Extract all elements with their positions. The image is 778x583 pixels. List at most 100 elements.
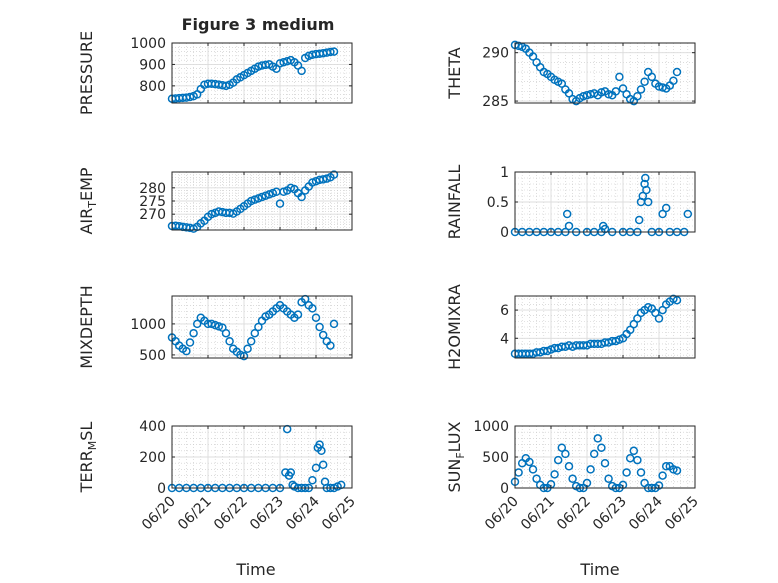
y-axis-label: THETA — [445, 47, 464, 99]
data-point — [633, 91, 642, 101]
axes-box — [171, 295, 353, 359]
data-point — [564, 462, 574, 471]
data-point — [641, 173, 650, 183]
data-point — [528, 52, 538, 61]
data-point — [221, 328, 231, 338]
data-point — [672, 295, 682, 305]
data-point — [661, 203, 671, 213]
panel-theta: 285 290 THETA — [445, 40, 696, 110]
y-tick-label: 0.5 — [487, 195, 509, 211]
data-point — [672, 67, 682, 77]
data-point — [654, 314, 664, 323]
data-point — [297, 66, 306, 76]
data-point — [661, 462, 671, 471]
y-tick-label: 280 — [139, 181, 166, 197]
data-point — [672, 466, 682, 475]
data-point — [311, 463, 321, 473]
data-point — [622, 468, 631, 477]
data-point — [275, 59, 285, 68]
data-point — [636, 85, 646, 94]
y-tick-label: 800 — [139, 79, 166, 95]
data-point — [210, 320, 220, 330]
data-point — [654, 481, 664, 490]
data-point — [329, 170, 339, 179]
y-tick-label: 275 — [139, 194, 166, 210]
data-point — [286, 468, 296, 477]
data-point — [553, 455, 563, 465]
data-point — [550, 470, 559, 479]
data-point — [318, 175, 328, 184]
data-point — [185, 338, 195, 347]
data-point — [669, 76, 678, 85]
major-grid — [515, 172, 695, 232]
y-tick-label: 285 — [482, 94, 509, 110]
panel-pressure: 800 900 1000 PRESSURE — [77, 31, 353, 115]
data-point — [633, 455, 642, 465]
y-tick-label: 0 — [157, 481, 166, 497]
panel-mixdepth: 500 1000 MIXDEPTH — [77, 285, 353, 369]
data-point — [293, 310, 303, 319]
axes-box — [514, 42, 696, 104]
data-point — [593, 434, 603, 443]
data-point — [600, 458, 610, 468]
data-point — [604, 90, 613, 99]
data-point — [658, 471, 667, 480]
data-point — [254, 322, 263, 332]
data-point — [326, 47, 335, 57]
data-point — [642, 185, 651, 195]
y-tick-label: 1000 — [473, 419, 509, 435]
data-point — [643, 197, 653, 207]
data-point — [243, 344, 252, 353]
data-point — [326, 341, 335, 350]
data-point — [638, 191, 648, 201]
data-point — [239, 351, 249, 361]
y-axis-label: H2OMIXRA — [445, 284, 464, 370]
y-tick-label: 200 — [139, 450, 166, 466]
data-points — [510, 40, 682, 106]
y-tick-label: 1000 — [130, 36, 166, 52]
data-point — [615, 72, 624, 82]
data-point — [275, 199, 285, 208]
y-tick-label: 0 — [500, 481, 509, 497]
data-points — [510, 294, 682, 359]
data-point — [329, 319, 339, 329]
data-point — [311, 313, 321, 322]
data-point — [611, 87, 621, 96]
x-axis-label-right: Time — [579, 560, 619, 579]
data-points — [167, 294, 339, 361]
data-point — [629, 446, 639, 456]
y-tick-label: 900 — [139, 57, 166, 73]
y-axis-label: TERRMSL — [77, 422, 99, 494]
data-point — [634, 215, 644, 225]
data-point — [618, 84, 628, 93]
y-tick-label: 1000 — [130, 317, 166, 333]
data-point — [532, 474, 541, 483]
data-point — [318, 330, 328, 340]
y-tick-label: 6 — [500, 303, 509, 319]
data-point — [250, 328, 260, 338]
data-points — [167, 170, 339, 233]
data-point — [564, 221, 574, 231]
data-point — [221, 81, 231, 91]
data-point — [308, 304, 317, 313]
data-point — [604, 474, 613, 483]
y-axis-label: SUNFLUX — [445, 421, 467, 492]
data-point — [586, 465, 595, 474]
data-point — [182, 346, 191, 356]
y-tick-label: 290 — [482, 46, 509, 62]
data-point — [329, 47, 339, 56]
data-point — [528, 465, 538, 474]
data-point — [658, 209, 667, 219]
data-point — [214, 322, 224, 331]
data-points — [167, 47, 339, 103]
data-point — [315, 322, 324, 332]
data-point — [636, 468, 646, 477]
x-axis-label-left: Time — [235, 560, 275, 579]
data-point — [557, 79, 567, 88]
data-point — [246, 337, 256, 346]
y-tick-label: 500 — [139, 348, 166, 364]
y-tick-label: 500 — [482, 450, 509, 466]
data-point — [225, 337, 234, 346]
